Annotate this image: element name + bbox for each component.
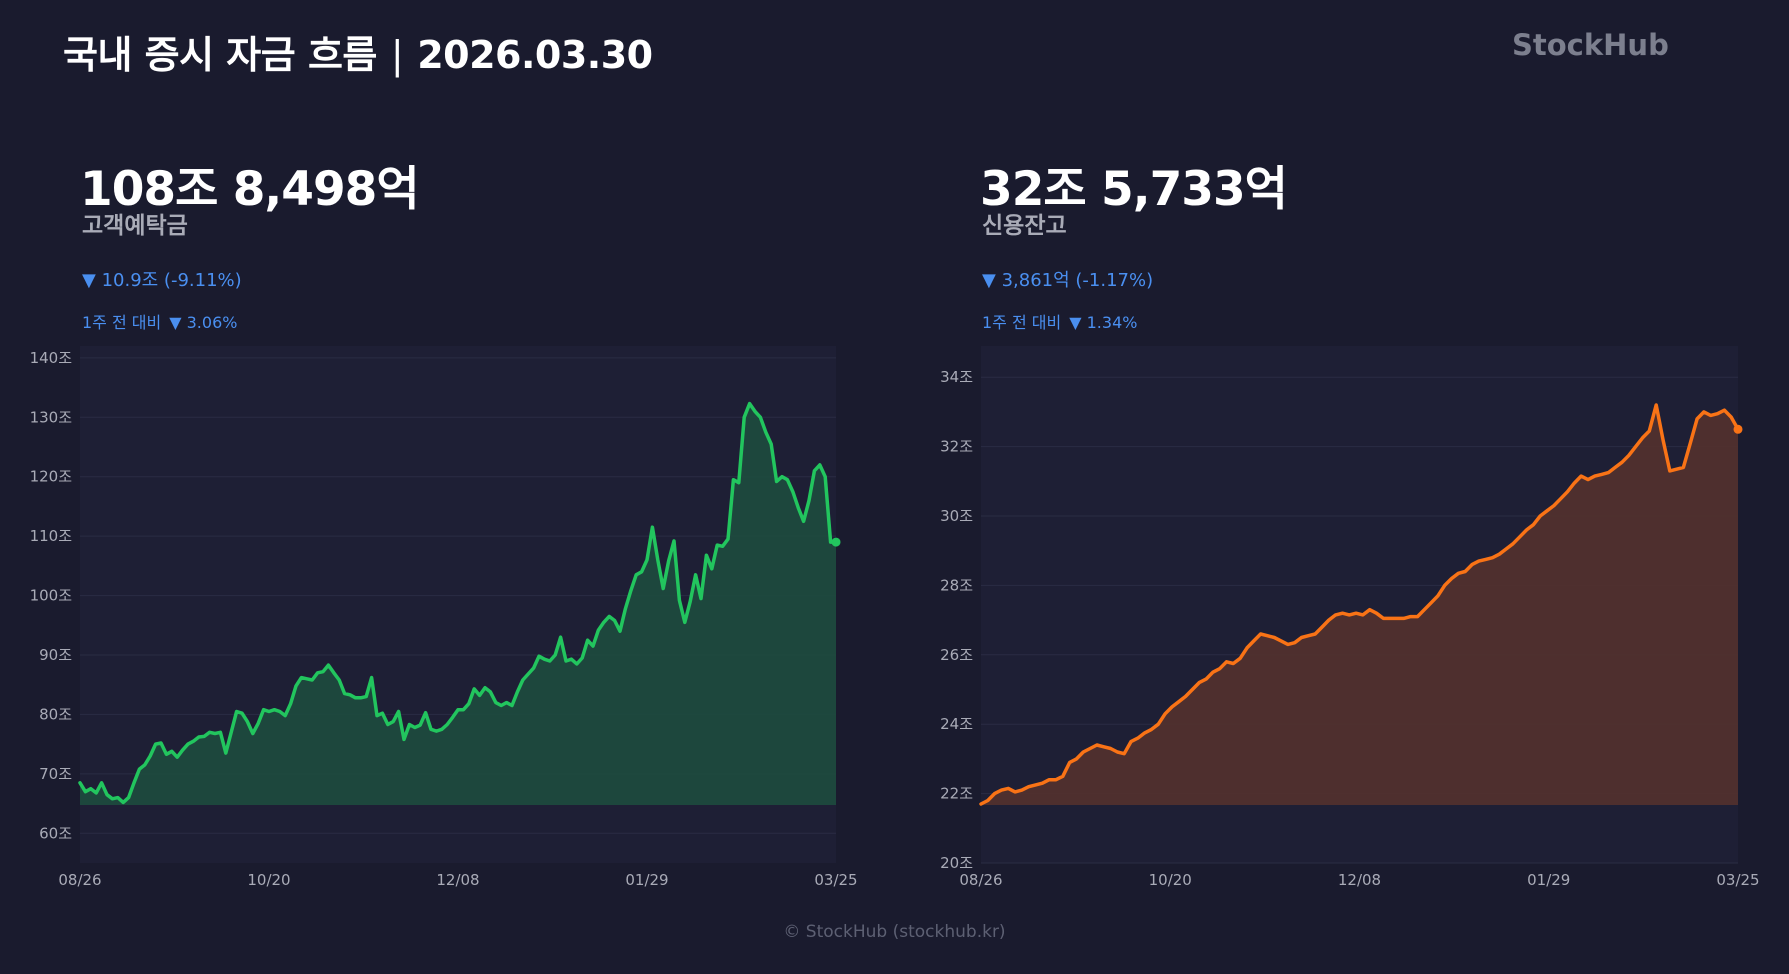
deposit-weekly: 1주 전 대비 ▼ 3.06% <box>82 309 237 333</box>
y-tick-label: 140조 <box>30 349 73 367</box>
credit-weekly: 1주 전 대비 ▼ 1.34% <box>982 309 1137 333</box>
deposit-weekly-label: 1주 전 대비 <box>82 313 162 332</box>
y-tick-label: 32조 <box>940 438 973 456</box>
last-point-marker <box>831 537 841 547</box>
x-tick-label: 12/08 <box>1338 871 1381 889</box>
y-tick-label: 30조 <box>940 507 973 525</box>
y-tick-label: 20조 <box>940 854 973 872</box>
deposit-chart: 60조 70조 80조 90조 100조 110조 120조 130조 140조 08/26 10/… <box>30 346 858 889</box>
credit-change: ▼ 3,861억 (-1.17%) <box>982 270 1154 291</box>
x-tick-label: 08/26 <box>58 871 101 889</box>
series-line <box>78 401 838 805</box>
credit-value: 32조 5,733억 <box>980 162 1288 217</box>
y-tick-label: 22조 <box>940 785 973 803</box>
series-area <box>80 403 836 805</box>
y-tick-label: 26조 <box>940 646 973 664</box>
credit-chart: 20조 22조 24조 26조 28조 30조 32조 34조 08/26 10/20 12/08 0… <box>940 346 1760 889</box>
x-tick-label: 08/26 <box>959 871 1002 889</box>
footer-copyright: © StockHub (stockhub.kr) <box>783 922 1006 942</box>
last-point-marker <box>1733 424 1743 434</box>
deposit-label: 고객예탁금 <box>82 213 188 239</box>
deposit-weekly-change: ▼ 3.06% <box>169 313 238 332</box>
credit-weekly-change: ▼ 1.34% <box>1069 313 1138 332</box>
y-tick-label: 110조 <box>30 527 73 545</box>
title-main: 국내 증시 자금 흐름 <box>63 33 377 77</box>
y-tick-label: 130조 <box>30 408 73 426</box>
x-tick-label: 03/25 <box>814 871 857 889</box>
x-tick-label: 01/29 <box>1527 871 1570 889</box>
y-tick-label: 70조 <box>39 765 72 783</box>
deposit-value: 108조 8,498억 <box>80 162 420 217</box>
y-tick-label: 120조 <box>30 468 73 486</box>
y-tick-label: 100조 <box>30 587 73 605</box>
credit-label: 신용잔고 <box>982 213 1067 239</box>
y-tick-label: 60조 <box>39 824 72 842</box>
y-tick-label: 90조 <box>39 646 72 664</box>
x-tick-label: 12/08 <box>436 871 479 889</box>
y-tick-label: 24조 <box>940 715 973 733</box>
series-area <box>981 405 1738 805</box>
deposit-change: ▼ 10.9조 (-9.11%) <box>82 270 242 291</box>
page-title: 국내 증시 자금 흐름 | 2026.03.30 <box>63 24 653 79</box>
x-tick-label: 03/25 <box>1716 871 1759 889</box>
x-tick-label: 10/20 <box>247 871 290 889</box>
y-tick-label: 80조 <box>39 705 72 723</box>
title-date: 2026.03.30 <box>417 33 653 77</box>
credit-weekly-label: 1주 전 대비 <box>982 313 1062 332</box>
x-tick-label: 10/20 <box>1149 871 1192 889</box>
series-line <box>979 403 1740 806</box>
y-tick-label: 28조 <box>940 576 973 594</box>
x-tick-label: 01/29 <box>625 871 668 889</box>
y-tick-label: 34조 <box>940 368 973 386</box>
title-separator: | <box>390 33 404 77</box>
brand-logo: StockHub <box>1512 28 1669 62</box>
